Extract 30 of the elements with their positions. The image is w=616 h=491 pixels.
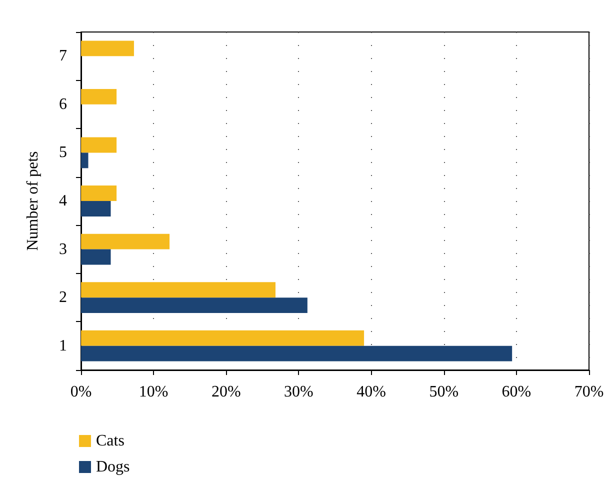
x-tick-label: 60%	[502, 384, 532, 400]
y-tick-label: 2	[59, 289, 67, 306]
x-tick-label: 20%	[211, 384, 241, 400]
y-tick-label: 5	[59, 144, 67, 162]
x-tick-label: 30%	[284, 384, 314, 400]
x-tick-label: 0%	[70, 384, 92, 400]
bar	[81, 88, 117, 104]
x-tick-label: 50%	[429, 384, 459, 400]
bar	[81, 249, 111, 265]
bar	[81, 282, 276, 298]
bar	[81, 298, 308, 314]
y-tick-label: 3	[59, 240, 67, 258]
x-tick-label: 70%	[574, 384, 604, 400]
x-tick-label: 10%	[138, 384, 168, 400]
bar	[81, 40, 134, 56]
bar	[81, 152, 88, 168]
y-axis-title: Number of pets	[24, 151, 42, 251]
bar	[81, 201, 111, 216]
x-tick-label: 40%	[356, 384, 386, 400]
bar	[81, 346, 512, 362]
legend-label: Cats	[96, 432, 124, 450]
y-tick-label: 1	[59, 337, 67, 354]
y-tick-label: 6	[59, 96, 67, 113]
legend-label: Dogs	[96, 458, 130, 476]
y-tick-label: 4	[59, 192, 67, 210]
y-tick-label: 7	[59, 48, 67, 65]
bar	[81, 186, 117, 201]
bar	[81, 137, 117, 153]
bar	[81, 234, 170, 250]
bar	[81, 330, 364, 346]
